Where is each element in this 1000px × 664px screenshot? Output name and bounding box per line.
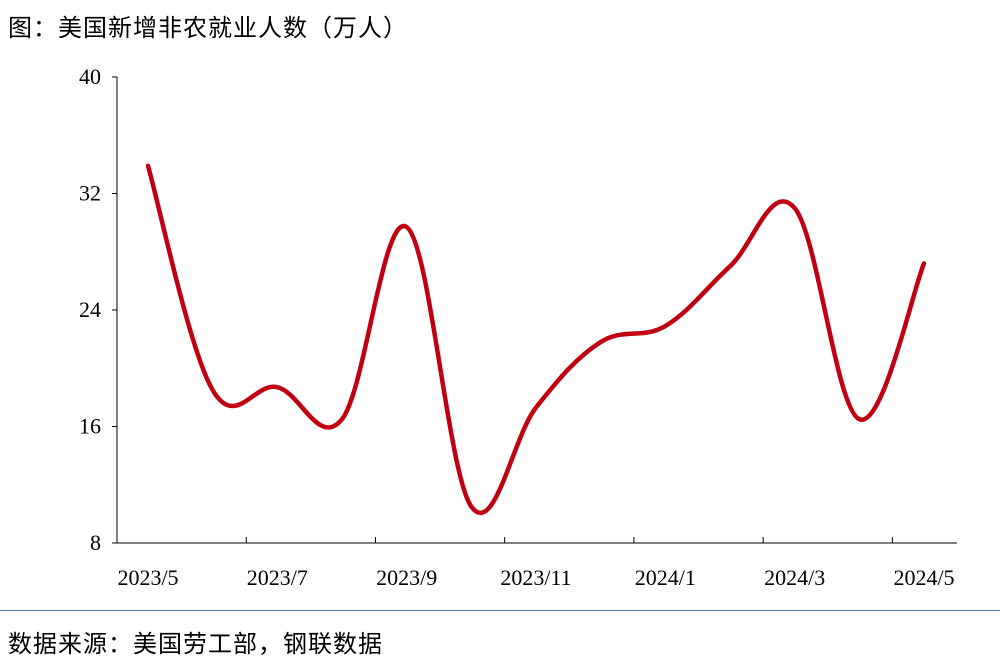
data-source-note: 数据来源：美国劳工部，钢联数据 [8,630,383,658]
x-tick-label: 2023/9 [376,565,437,590]
series-line [145,163,927,516]
y-tick-label: 32 [79,181,101,206]
x-tick-label: 2023/11 [500,565,571,590]
y-axis-ticks: 8 16 24 32 40 [79,64,117,555]
x-tick-label: 2023/5 [117,565,178,590]
y-tick-label: 8 [90,530,101,555]
x-tick-label: 2024/5 [893,565,954,590]
chart-axes [116,77,957,544]
x-tick-label: 2024/1 [635,565,696,590]
x-tick-label: 2024/3 [764,565,825,590]
x-axis-ticks: 2023/5 2023/7 2023/9 2023/11 2024/1 2024/3 202… [117,537,955,590]
y-tick-label: 40 [79,64,101,89]
y-tick-label: 16 [79,414,101,439]
divider-line [0,610,1000,611]
x-tick-label: 2023/7 [247,565,308,590]
y-tick-label: 24 [79,297,101,322]
series-group [145,163,927,516]
chart-title: 图：美国新增非农就业人数（万人） [8,14,408,42]
line-chart: 8 16 24 32 40 2023/5 2023/7 2023/9 2023/11 2024/… [79,64,957,590]
